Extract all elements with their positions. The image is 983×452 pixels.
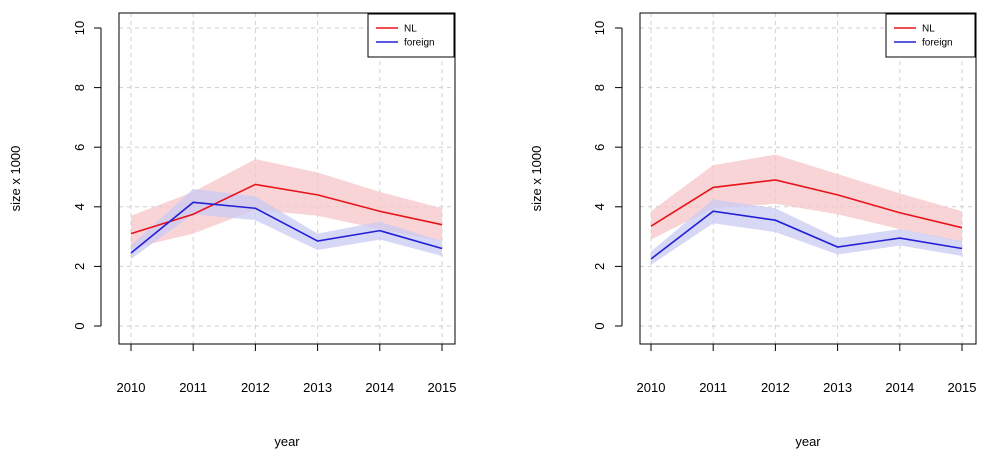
- y-tick-label: 2: [592, 263, 607, 270]
- y-tick-label: 0: [72, 322, 87, 329]
- legend-box: [367, 13, 455, 58]
- x-tick-label: 2015: [428, 380, 457, 395]
- x-tick-label: 2012: [761, 380, 790, 395]
- legend-label-nl: NL: [404, 24, 417, 35]
- series-line-foreign: [650, 210, 963, 260]
- x-tick-label: 2013: [303, 380, 332, 395]
- y-tick-label: 10: [592, 21, 607, 35]
- y-tick-label: 6: [72, 144, 87, 151]
- y-axis-title: size x 1000: [8, 146, 23, 212]
- legend: NL foreign: [885, 13, 976, 58]
- x-tick-label: 2012: [241, 380, 270, 395]
- x-tick-label: 2011: [699, 380, 727, 395]
- y-tick-label: 10: [72, 21, 87, 35]
- series-line-foreign: [130, 201, 443, 254]
- x-tick-label: 2010: [637, 380, 666, 395]
- chart-panel-left: 2010 2011 2012 2013 2014 2015 0 2 4 6 8 10 year size …: [8, 12, 457, 449]
- x-tick-label: 2014: [885, 380, 914, 395]
- x-tick-label: 2011: [179, 380, 207, 395]
- confidence-band-nl: [131, 159, 442, 249]
- x-tick-label: 2013: [823, 380, 852, 395]
- x-tick-label: 2010: [117, 380, 146, 395]
- y-tick-label: 2: [72, 263, 87, 270]
- x-tick-label: 2015: [948, 380, 977, 395]
- y-tick-label: 4: [592, 203, 607, 210]
- y-tick-label: 6: [592, 144, 607, 151]
- y-tick-label: 8: [592, 84, 607, 91]
- legend-label-foreign: foreign: [404, 38, 435, 49]
- legend-label-foreign: foreign: [922, 38, 953, 49]
- y-tick-label: 8: [72, 84, 87, 91]
- series-line-nl: [130, 183, 443, 235]
- legend: NL foreign: [367, 13, 455, 58]
- y-tick-label: 4: [72, 203, 87, 210]
- chart-panel-right: 2010 2011 2012 2013 2014 2015 0 2 4 6 8 10 year size …: [529, 12, 977, 449]
- confidence-band-nl: [651, 154, 962, 243]
- x-tick-label: 2014: [365, 380, 394, 395]
- y-tick-label: 0: [592, 322, 607, 329]
- legend-label-nl: NL: [922, 24, 935, 35]
- series-line-nl: [650, 179, 963, 229]
- y-axis-title: size x 1000: [529, 146, 544, 212]
- x-axis-title: year: [274, 434, 300, 449]
- legend-box: [885, 13, 976, 58]
- confidence-band-foreign: [651, 199, 962, 265]
- x-axis-title: year: [795, 434, 821, 449]
